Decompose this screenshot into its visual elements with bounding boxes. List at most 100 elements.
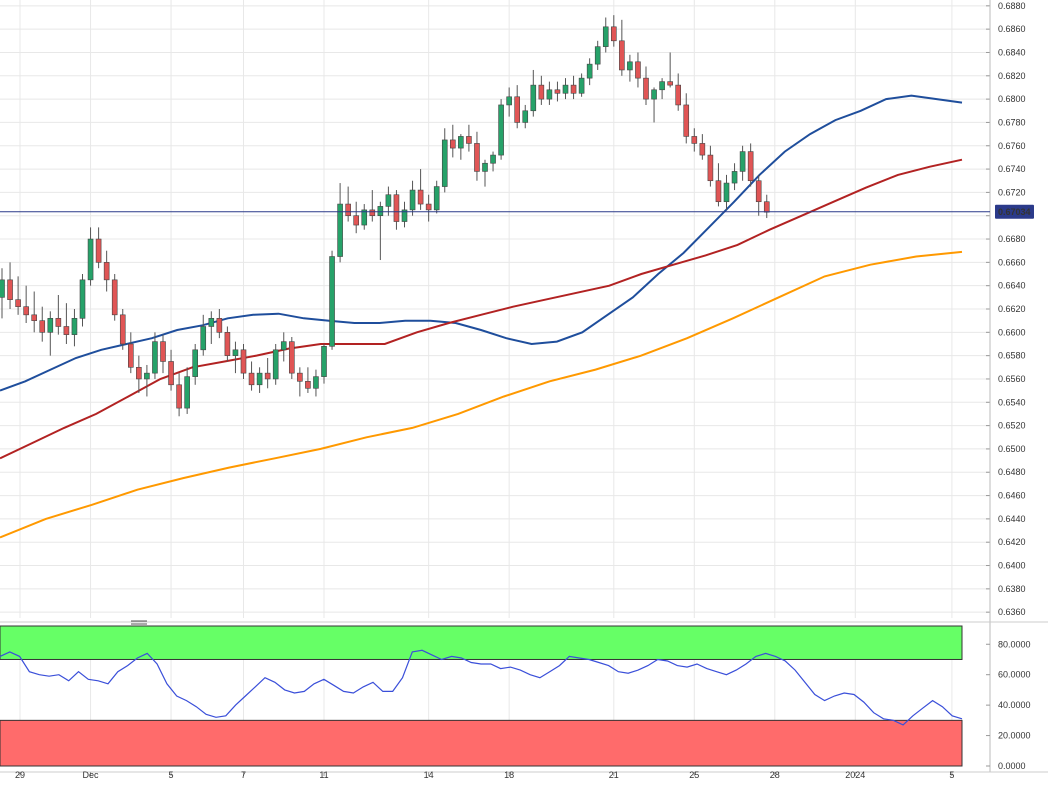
candle-bearish xyxy=(425,194,432,222)
candle-body xyxy=(47,318,54,333)
candlesticks xyxy=(0,15,770,417)
candle-bearish xyxy=(538,75,545,105)
candle-bullish xyxy=(208,311,215,344)
candle-bearish xyxy=(675,73,682,111)
price-tick-label: 0.6820 xyxy=(998,71,1026,81)
candle-body xyxy=(514,96,521,123)
date-tick-label: 5 xyxy=(169,770,174,780)
candle-body xyxy=(168,361,174,386)
candle-bullish xyxy=(594,40,601,70)
candle-body xyxy=(305,380,311,389)
candle-body xyxy=(731,171,738,184)
candle-bearish xyxy=(63,303,70,344)
price-tick-label: 0.6620 xyxy=(998,304,1026,314)
candle-body xyxy=(651,89,657,100)
candle-bearish xyxy=(160,334,166,374)
candle-bullish xyxy=(433,180,440,214)
candle-body xyxy=(554,89,561,94)
candle-body xyxy=(498,104,504,156)
candle-body xyxy=(610,26,617,42)
candle-bearish xyxy=(136,355,142,393)
candle-body xyxy=(256,372,263,386)
candle-body xyxy=(128,343,134,368)
candle-body xyxy=(361,209,368,226)
candle-body xyxy=(530,84,537,112)
candle-body xyxy=(635,61,641,79)
candle-body xyxy=(23,306,29,316)
candle-body xyxy=(272,349,279,380)
price-tick-label: 0.6380 xyxy=(998,584,1026,594)
candle-bearish xyxy=(707,145,714,187)
candle-body xyxy=(264,372,271,380)
candle-body xyxy=(490,154,496,164)
price-tick-label: 0.6540 xyxy=(998,397,1026,407)
date-tick-label: 11 xyxy=(319,770,328,780)
candle-body xyxy=(755,180,762,203)
candle-bullish xyxy=(184,367,190,414)
date-tick-label: 7 xyxy=(241,770,246,780)
osc-tick-label: 20.0000 xyxy=(998,731,1031,741)
candle-body xyxy=(433,186,440,211)
candle-body xyxy=(119,314,126,345)
candle-body xyxy=(103,262,110,281)
moving-average-line-2 xyxy=(0,158,963,460)
candle-bullish xyxy=(87,227,94,286)
candle-body xyxy=(474,143,480,172)
price-tick-label: 0.6440 xyxy=(998,514,1026,524)
candle-body xyxy=(691,136,698,144)
candle-bullish xyxy=(498,99,504,160)
candle-body xyxy=(715,180,722,203)
candle-bearish xyxy=(297,367,303,397)
price-tick-label: 0.6800 xyxy=(998,94,1026,104)
candle-body xyxy=(136,367,142,380)
current-price-marker: 0.67034 xyxy=(0,204,1034,219)
price-tick-label: 0.6880 xyxy=(998,1,1026,11)
candle-bearish xyxy=(15,276,21,315)
candle-bullish xyxy=(482,159,488,187)
candle-body xyxy=(176,384,182,409)
price-tick-label: 0.6760 xyxy=(998,141,1026,151)
date-tick-label: 29 xyxy=(15,770,25,780)
oscillator-line-series xyxy=(0,649,963,726)
candle-body xyxy=(111,279,118,316)
candle-bearish xyxy=(224,326,231,362)
candle-body xyxy=(7,279,13,300)
candle-bullish xyxy=(361,204,368,230)
date-tick-label: 5 xyxy=(949,770,954,780)
candle-body xyxy=(55,318,62,327)
candle-body xyxy=(763,201,770,213)
candle-body xyxy=(546,89,553,100)
candle-body xyxy=(602,26,609,47)
candle-bullish xyxy=(321,343,327,384)
price-tick-label: 0.6400 xyxy=(998,561,1026,571)
candle-body xyxy=(0,279,5,298)
price-tick-label: 0.6600 xyxy=(998,327,1026,337)
oscillator-bands xyxy=(0,625,963,767)
candle-bullish xyxy=(651,87,657,123)
candle-bullish xyxy=(401,201,408,228)
candle-bullish xyxy=(200,314,207,356)
candle-bullish xyxy=(152,332,158,379)
candle-bearish xyxy=(55,295,62,335)
candle-bearish xyxy=(240,343,247,379)
pane-splitter-handle[interactable] xyxy=(131,620,147,625)
candle-body xyxy=(667,81,673,86)
price-tick-label: 0.6840 xyxy=(998,47,1026,57)
candle-bullish xyxy=(272,343,279,385)
candle-bullish xyxy=(144,364,150,397)
candle-bearish xyxy=(305,367,311,393)
candle-bullish xyxy=(506,87,512,117)
candle-body xyxy=(619,40,625,71)
candle-body xyxy=(369,209,376,217)
candle-bearish xyxy=(747,143,754,187)
candle-body xyxy=(192,349,198,377)
candle-body xyxy=(160,341,166,362)
candle-body xyxy=(79,279,86,319)
candle-body xyxy=(522,110,529,123)
candle-bearish xyxy=(715,163,722,207)
candle-body xyxy=(441,139,448,187)
candle-body xyxy=(144,372,150,380)
candle-bullish xyxy=(659,78,665,100)
candle-body xyxy=(699,143,706,156)
